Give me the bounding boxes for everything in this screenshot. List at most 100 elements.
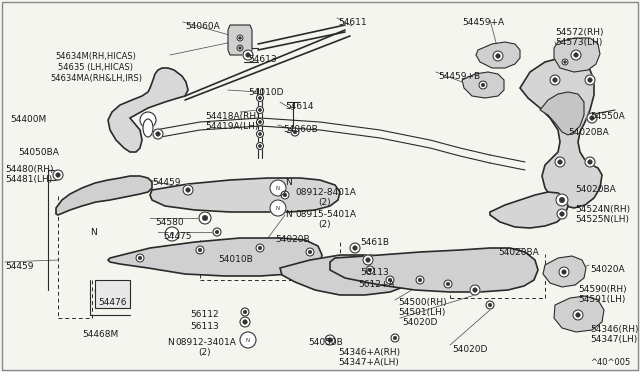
Text: (2): (2) [198,348,211,357]
Circle shape [283,193,287,197]
Text: (2): (2) [318,198,331,207]
Text: 54060A: 54060A [185,22,220,31]
Circle shape [393,336,397,340]
Circle shape [237,45,243,51]
Text: 54010D: 54010D [248,88,284,97]
Polygon shape [108,238,322,276]
Polygon shape [108,68,188,152]
Circle shape [256,244,264,252]
Text: 54635 (LH,HICAS): 54635 (LH,HICAS) [58,63,133,72]
Text: 54573(LH): 54573(LH) [555,38,602,47]
Circle shape [306,248,314,256]
Text: 56113: 56113 [190,322,219,331]
Text: 54634MA(RH&LH,IRS): 54634MA(RH&LH,IRS) [50,74,142,83]
Circle shape [165,227,179,241]
Text: 54468M: 54468M [82,330,118,339]
Circle shape [186,188,190,192]
Circle shape [237,35,243,41]
Circle shape [153,129,163,139]
Circle shape [213,228,221,236]
Circle shape [53,170,63,180]
Text: N: N [276,186,280,190]
Text: N: N [246,337,250,343]
Circle shape [479,81,487,89]
Circle shape [270,180,286,196]
Text: 54580: 54580 [155,218,184,227]
Circle shape [259,108,262,112]
Circle shape [243,50,253,60]
Circle shape [585,75,595,85]
Polygon shape [554,38,600,72]
Circle shape [350,243,360,253]
Circle shape [446,282,450,286]
Text: N: N [285,210,292,219]
Circle shape [293,130,297,134]
Circle shape [353,246,357,250]
Circle shape [550,75,560,85]
Circle shape [291,128,299,136]
Text: 54525N(LH): 54525N(LH) [575,215,629,224]
Circle shape [571,50,581,60]
Circle shape [239,46,241,49]
Ellipse shape [143,119,153,137]
Circle shape [259,96,262,100]
Text: 54611: 54611 [338,18,367,27]
Circle shape [257,119,264,125]
Circle shape [366,266,374,274]
Text: 54020D: 54020D [452,345,488,354]
Text: 54050BA: 54050BA [18,148,59,157]
Circle shape [259,121,262,124]
Circle shape [183,185,193,195]
Circle shape [257,106,264,113]
Circle shape [259,144,262,148]
Polygon shape [490,192,568,228]
Circle shape [328,338,332,342]
Circle shape [270,200,286,216]
Circle shape [473,288,477,292]
Circle shape [559,197,564,203]
Circle shape [573,53,579,57]
Polygon shape [95,280,130,308]
Circle shape [199,212,211,224]
Circle shape [556,194,568,206]
Circle shape [156,132,160,136]
Text: 54400M: 54400M [10,115,46,124]
Circle shape [493,51,503,61]
Circle shape [368,268,372,272]
Polygon shape [520,58,602,208]
Text: 54524N(RH): 54524N(RH) [575,205,630,214]
Text: 54459: 54459 [152,178,180,187]
Polygon shape [476,42,520,68]
Circle shape [241,308,249,316]
Text: N: N [170,231,174,237]
Polygon shape [462,72,504,98]
Text: 54010B: 54010B [218,255,253,264]
Circle shape [365,258,371,262]
Circle shape [470,285,480,295]
Text: ^40^005: ^40^005 [590,358,630,367]
Text: N: N [285,178,292,187]
Text: 54572(RH): 54572(RH) [555,28,604,37]
Text: 54613: 54613 [248,55,276,64]
Text: 54459: 54459 [5,262,33,271]
Circle shape [198,248,202,252]
Text: 54020BA: 54020BA [498,248,539,257]
Circle shape [56,173,60,177]
Circle shape [138,256,142,260]
Text: 56113: 56113 [360,268,388,277]
Text: 08912-3401A: 08912-3401A [175,338,236,347]
Text: (2): (2) [318,220,331,229]
Text: 54020BA: 54020BA [568,128,609,137]
Text: 54418A(RH): 54418A(RH) [205,112,260,121]
Text: 5612+A: 5612+A [358,280,394,289]
Circle shape [588,160,592,164]
Text: 54419A(LH): 54419A(LH) [205,122,259,131]
Text: 54481(LH): 54481(LH) [5,175,52,184]
Circle shape [281,191,289,199]
Text: 54020A: 54020A [590,265,625,274]
Text: N: N [167,338,173,347]
Text: 54475: 54475 [163,232,191,241]
Text: 54347+A(LH): 54347+A(LH) [338,358,399,367]
Text: N: N [276,205,280,211]
Circle shape [564,61,566,63]
